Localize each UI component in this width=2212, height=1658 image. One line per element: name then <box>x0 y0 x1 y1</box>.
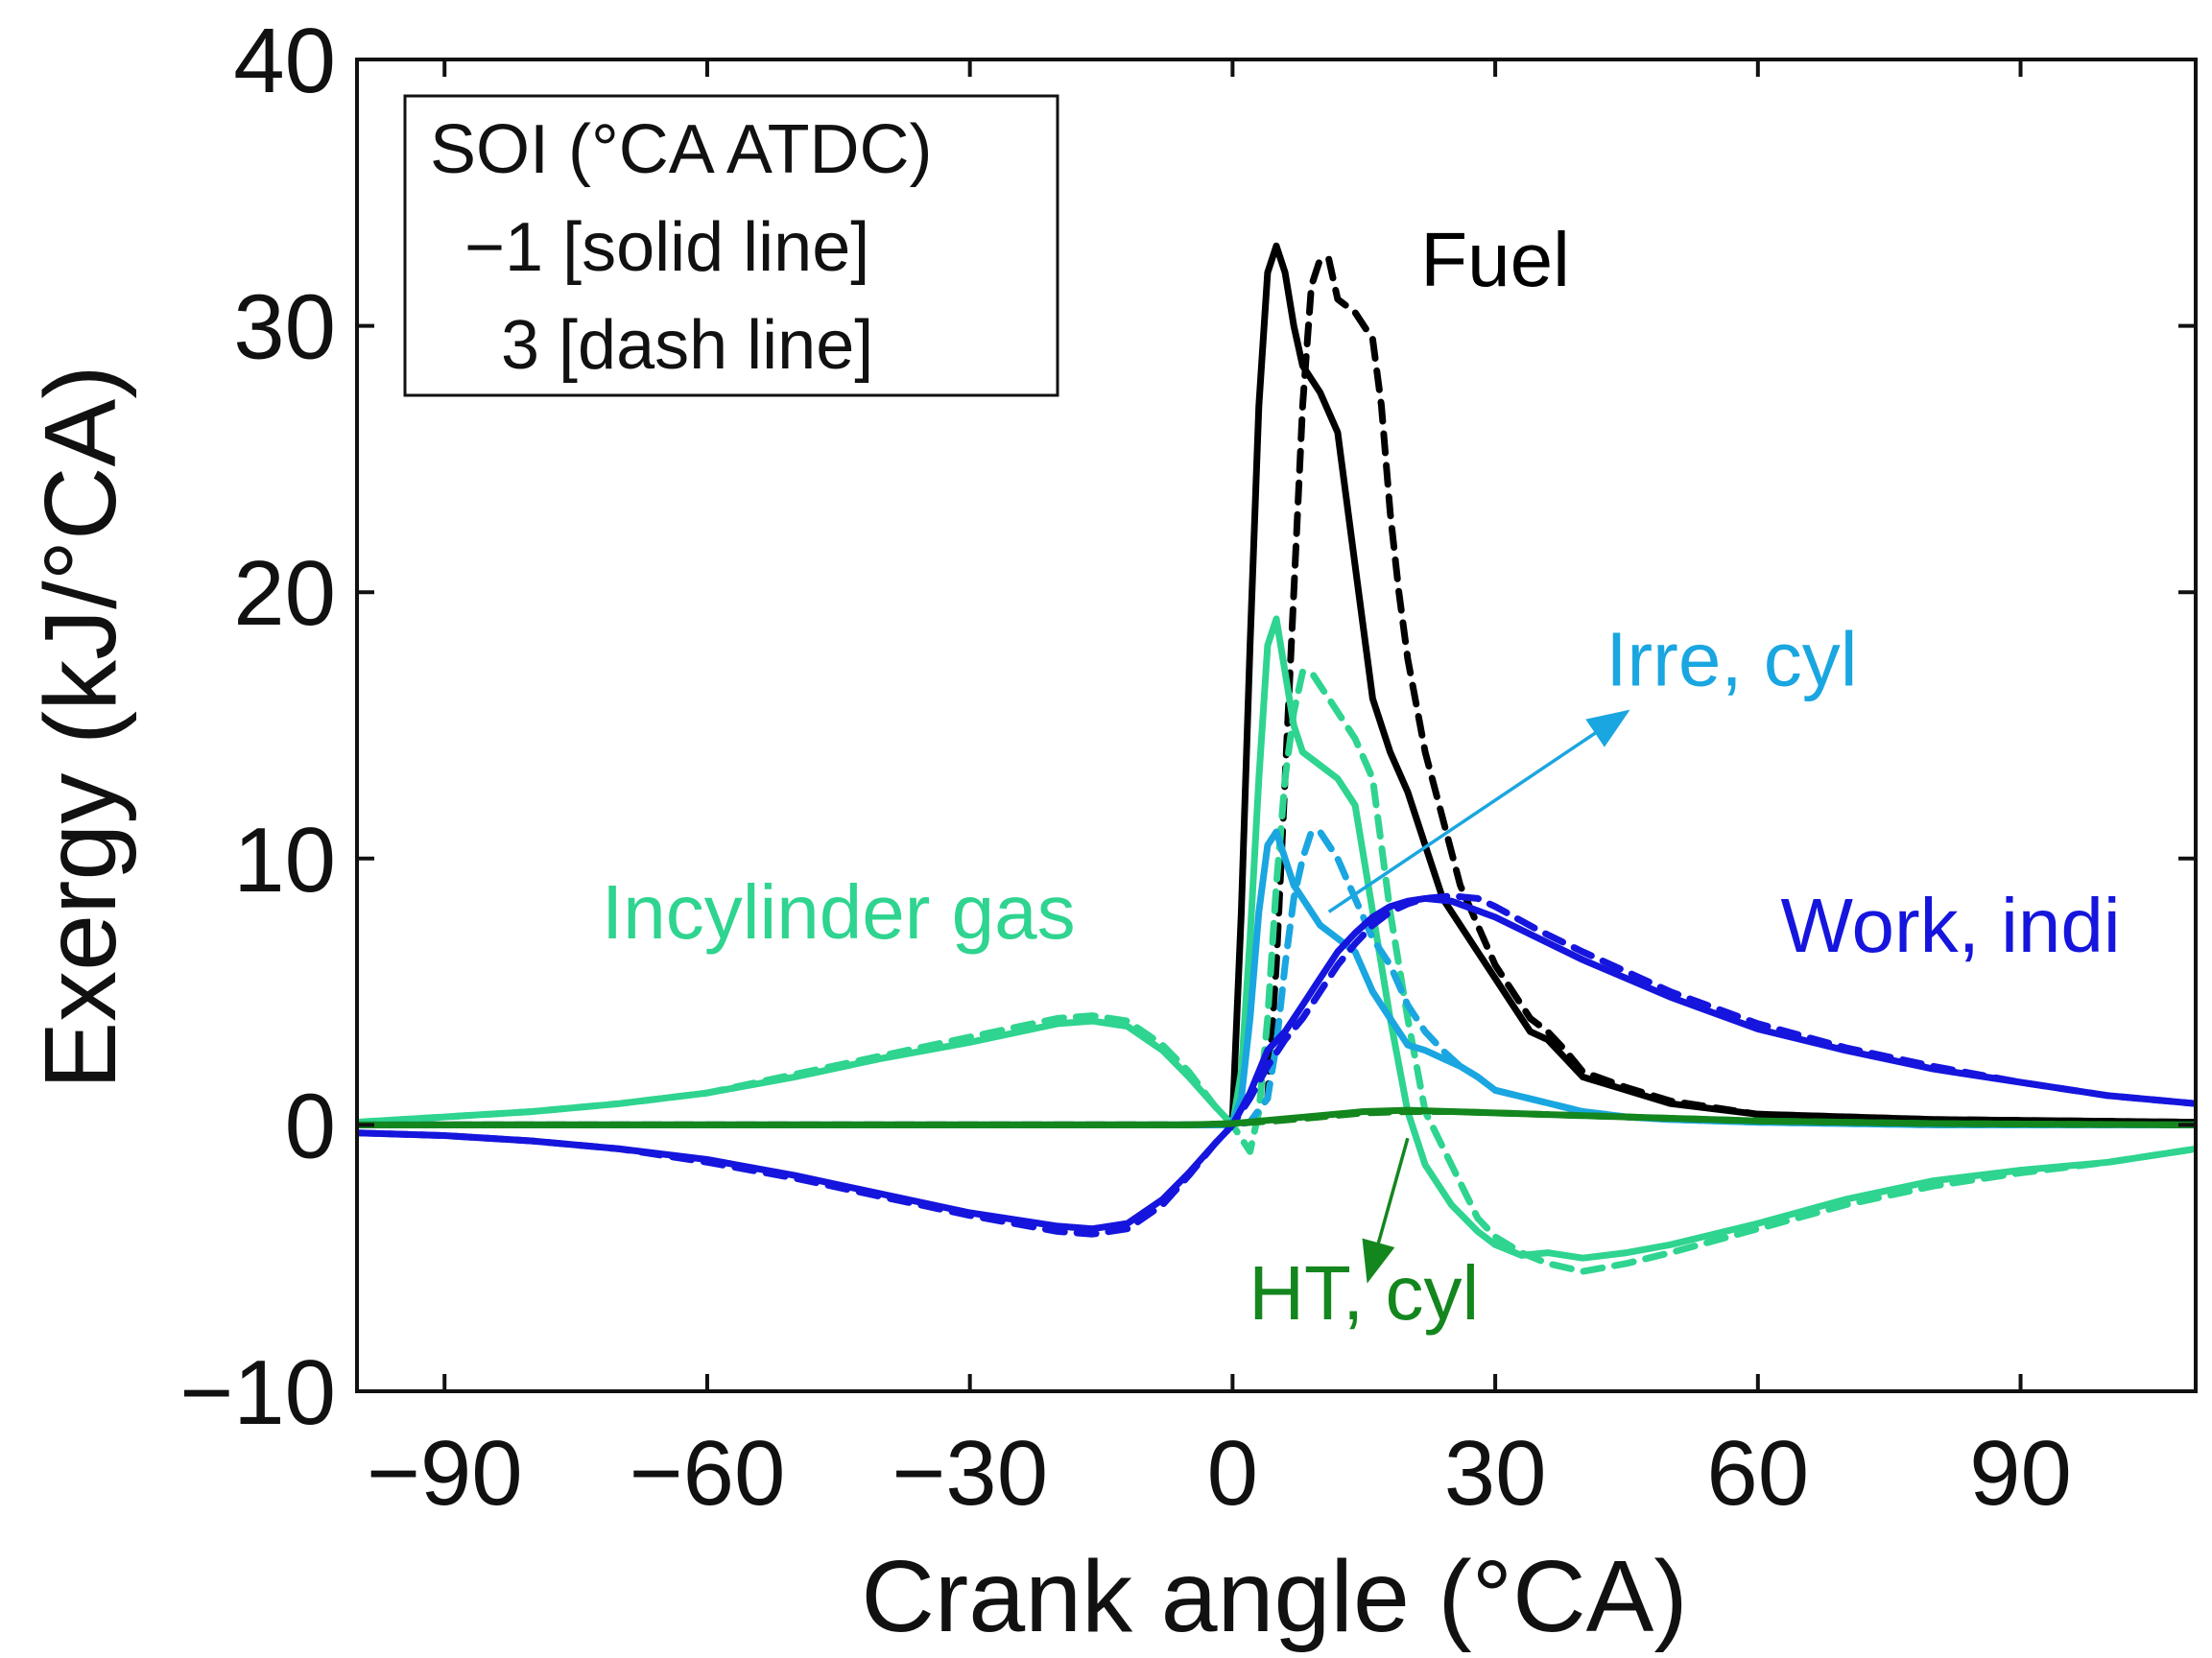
y-tick-label: 40 <box>233 10 336 112</box>
series-irre-dash <box>357 828 2196 1128</box>
series-gas-solid <box>357 615 2196 1262</box>
legend-box: SOI (°CA ATDC) −1 [solid line] 3 [dash l… <box>403 94 1059 397</box>
series-gas-dash <box>357 669 2196 1275</box>
annotation-fuel: Fuel <box>1420 217 1570 302</box>
x-axis-title: Crank angle (°CA) <box>861 1540 1687 1653</box>
x-tick-label: 30 <box>1444 1422 1547 1525</box>
x-tick-label: −30 <box>892 1422 1048 1525</box>
y-tick-label: 20 <box>233 542 336 645</box>
legend-dash-line: 3 [dash line] <box>501 307 873 384</box>
x-tick-label: −90 <box>367 1422 523 1525</box>
annotation-arrow-irre <box>1327 709 1630 913</box>
y-tick-label: 30 <box>233 276 336 379</box>
annotation-arrows <box>1327 709 1630 1284</box>
series-fuel-solid <box>357 242 2196 1128</box>
y-tick-label: 10 <box>233 809 336 912</box>
series-layer <box>357 242 2196 1275</box>
plot-frame <box>355 58 2198 1393</box>
series-fuel-dash <box>357 255 2196 1128</box>
series-work-dash <box>357 892 2196 1238</box>
x-tick-label: 0 <box>1207 1422 1258 1525</box>
y-axis-title: Exergy (kJ/°CA) <box>24 365 137 1089</box>
annotation-arrow-ht <box>1362 1137 1410 1284</box>
annotation-ht: HT, cyl <box>1249 1250 1479 1336</box>
series-irre-solid <box>357 828 2196 1128</box>
x-tick-label: 60 <box>1706 1422 1809 1525</box>
annotation-work: Work, indi <box>1780 883 2120 968</box>
annotation-irre: Irre, cyl <box>1605 616 1857 701</box>
x-tick-label: −60 <box>630 1422 786 1525</box>
y-tick-label: −10 <box>179 1341 336 1444</box>
y-tick-label: 0 <box>285 1075 336 1177</box>
series-work-solid <box>357 894 2196 1233</box>
annotation-labels: Fuel Irre, cyl Work, indi Incylinder gas HT,… <box>602 217 2121 1336</box>
x-tick-label: 90 <box>1969 1422 2072 1525</box>
legend-title: SOI (°CA ATDC) <box>430 111 933 188</box>
axis-ticks: −90 −60 −30 0 30 60 90 −10 0 10 20 30 40 <box>179 10 2196 1525</box>
legend-solid-line: −1 [solid line] <box>464 209 869 286</box>
annotation-incyl: Incylinder gas <box>602 869 1076 955</box>
series-ht-dash <box>357 1108 2196 1128</box>
